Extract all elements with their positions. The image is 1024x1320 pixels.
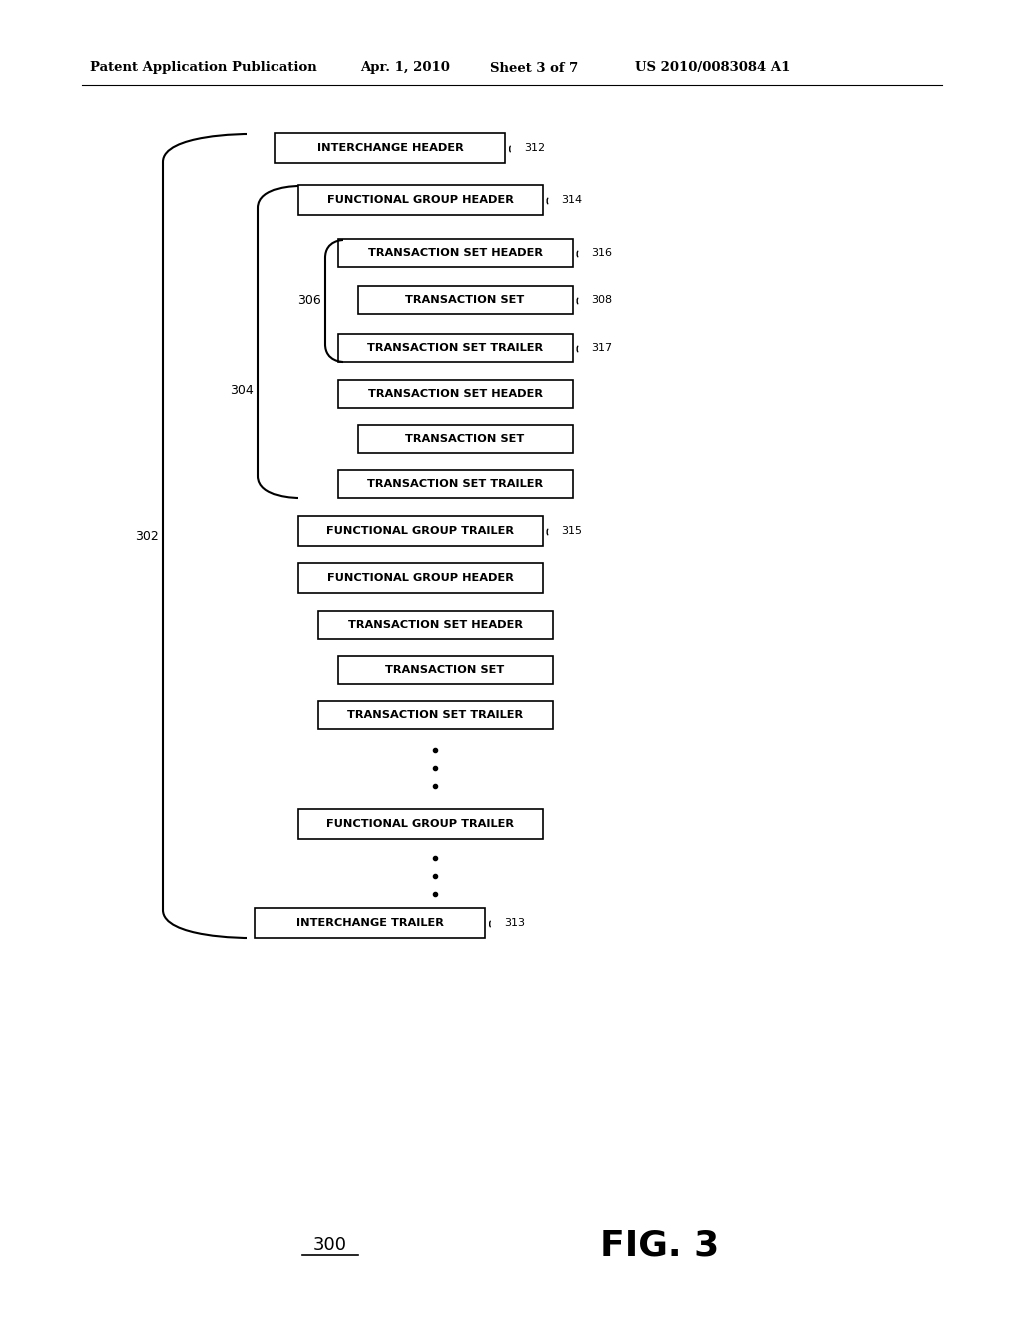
Text: FUNCTIONAL GROUP TRAILER: FUNCTIONAL GROUP TRAILER [326,818,514,829]
Text: TRANSACTION SET TRAILER: TRANSACTION SET TRAILER [367,343,543,352]
Bar [338,470,572,498]
Text: FUNCTIONAL GROUP HEADER: FUNCTIONAL GROUP HEADER [327,195,513,205]
Text: FIG. 3: FIG. 3 [600,1228,720,1262]
Text: 315: 315 [561,525,583,536]
Text: 317: 317 [592,343,612,352]
Text: TRANSACTION SET HEADER: TRANSACTION SET HEADER [347,620,522,630]
Text: US 2010/0083084 A1: US 2010/0083084 A1 [635,62,791,74]
Bar [275,133,505,162]
Bar [338,656,553,684]
Text: TRANSACTION SET TRAILER: TRANSACTION SET TRAILER [347,710,523,719]
Bar [338,380,572,408]
Bar [317,611,553,639]
Bar [298,185,543,215]
Bar [357,286,572,314]
Bar [298,516,543,546]
Text: 312: 312 [524,143,545,153]
Text: TRANSACTION SET: TRANSACTION SET [406,294,524,305]
Text: 316: 316 [592,248,612,257]
Text: TRANSACTION SET TRAILER: TRANSACTION SET TRAILER [367,479,543,488]
Text: INTERCHANGE HEADER: INTERCHANGE HEADER [316,143,464,153]
Bar [255,908,485,939]
Text: 302: 302 [135,529,159,543]
Text: FUNCTIONAL GROUP HEADER: FUNCTIONAL GROUP HEADER [327,573,513,583]
Bar [357,425,572,453]
Bar [298,564,543,593]
Text: TRANSACTION SET HEADER: TRANSACTION SET HEADER [368,248,543,257]
Bar [338,334,572,362]
Text: Apr. 1, 2010: Apr. 1, 2010 [360,62,450,74]
Text: Patent Application Publication: Patent Application Publication [90,62,316,74]
Text: 308: 308 [592,294,612,305]
Text: TRANSACTION SET: TRANSACTION SET [406,434,524,444]
Bar [317,701,553,729]
Text: TRANSACTION SET HEADER: TRANSACTION SET HEADER [368,389,543,399]
Bar [298,809,543,840]
Text: TRANSACTION SET: TRANSACTION SET [385,665,505,675]
Text: INTERCHANGE TRAILER: INTERCHANGE TRAILER [296,917,444,928]
Text: 300: 300 [313,1236,347,1254]
Text: FUNCTIONAL GROUP TRAILER: FUNCTIONAL GROUP TRAILER [326,525,514,536]
Text: 314: 314 [561,195,583,205]
Bar [338,239,572,267]
Text: 313: 313 [504,917,525,928]
Text: 306: 306 [297,293,321,306]
Text: 304: 304 [230,384,254,396]
Text: Sheet 3 of 7: Sheet 3 of 7 [490,62,579,74]
